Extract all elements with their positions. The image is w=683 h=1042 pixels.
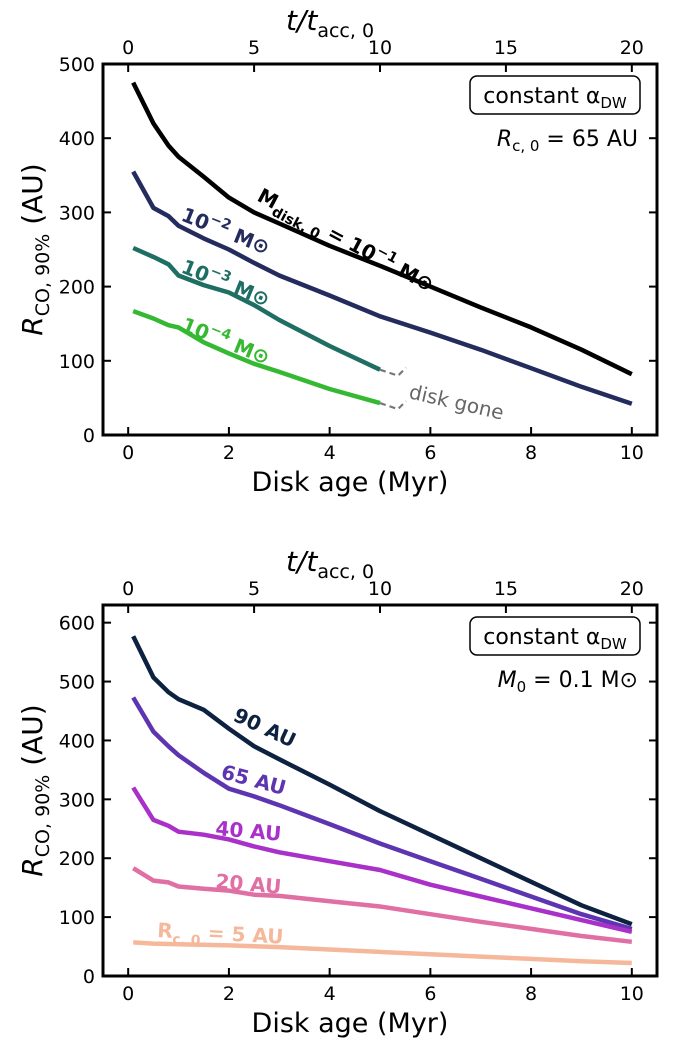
top-x-tick-label: 5 <box>248 578 260 600</box>
series-line-3 <box>131 786 633 934</box>
series-line-4 <box>132 308 381 406</box>
x-tick-label: 4 <box>324 442 336 464</box>
y-tick-label: 400 <box>59 730 95 752</box>
x-tick-label: 6 <box>424 983 436 1005</box>
series-line-4 <box>132 866 633 945</box>
top-x-tick-label: 10 <box>368 37 392 59</box>
y-tick-label: 300 <box>59 789 95 811</box>
model-label: constant αDW <box>483 625 627 653</box>
series-line-3 <box>132 245 381 372</box>
x-tick-label: 10 <box>620 983 644 1005</box>
x-tick-label: 8 <box>525 983 537 1005</box>
x-tick-label: 2 <box>223 983 235 1005</box>
top-x-tick-label: 0 <box>122 37 134 59</box>
y-tick-label: 500 <box>59 672 95 694</box>
top-x-tick-label: 20 <box>620 578 644 600</box>
y-axis-label: RCO, 90% (AU) <box>16 163 54 335</box>
x-tick-label: 4 <box>324 983 336 1005</box>
top-x-tick-label: 0 <box>122 578 134 600</box>
top-x-tick-label: 5 <box>248 37 260 59</box>
x-tick-label: 8 <box>525 442 537 464</box>
disk-gone-connector <box>379 400 407 411</box>
series-label-2: 65 AU <box>219 760 289 800</box>
model-label: constant αDW <box>483 84 627 112</box>
x-tick-label: 0 <box>122 442 134 464</box>
series-line-1 <box>131 81 633 377</box>
series-label-4: 10−4 M⊙ <box>178 311 274 370</box>
series-label-5: Rc, 0 = 5 AU <box>156 918 284 954</box>
series-line-1 <box>131 635 633 927</box>
x-tick-label: 6 <box>424 442 436 464</box>
series-line-5 <box>133 940 632 966</box>
x-tick-label: 0 <box>122 983 134 1005</box>
x-axis-label: Disk age (Myr) <box>252 1008 449 1039</box>
series-label-3: 10−3 M⊙ <box>178 253 274 312</box>
top-x-tick-label: 10 <box>368 578 392 600</box>
y-tick-label: 100 <box>59 351 95 373</box>
top-x-tick-label: 15 <box>494 578 518 600</box>
top-x-axis-label: t/tacc, 0 <box>286 4 374 42</box>
y-tick-label: 0 <box>83 425 95 447</box>
series-label-3: 40 AU <box>215 816 283 846</box>
x-tick-label: 2 <box>223 442 235 464</box>
series-label-4: 20 AU <box>215 869 283 899</box>
y-tick-label: 600 <box>59 613 95 635</box>
series-line-2 <box>131 170 633 406</box>
top-x-tick-label: 15 <box>494 37 518 59</box>
top-x-tick-label: 20 <box>620 37 644 59</box>
model-box <box>469 75 641 115</box>
y-tick-label: 500 <box>59 54 95 76</box>
disk-gone-annotation: disk gone <box>407 379 506 424</box>
y-tick-label: 100 <box>59 907 95 929</box>
x-tick-label: 10 <box>620 442 644 464</box>
y-tick-label: 200 <box>59 277 95 299</box>
x-axis-label: Disk age (Myr) <box>252 467 449 498</box>
series-line-2 <box>131 696 633 932</box>
series-label-1: Mdisk, 0 = 10−1 M⊙ <box>251 181 439 300</box>
y-tick-label: 200 <box>59 848 95 870</box>
y-tick-label: 400 <box>59 128 95 150</box>
parameter-label: M0 = 0.1 M⊙ <box>498 668 638 696</box>
y-axis-label: RCO, 90% (AU) <box>16 704 54 876</box>
model-box <box>469 616 641 656</box>
parameter-label: Rc, 0 = 65 AU <box>497 127 638 155</box>
y-tick-label: 0 <box>83 966 95 988</box>
series-label-1: 90 AU <box>230 703 300 753</box>
y-tick-label: 300 <box>59 202 95 224</box>
top-x-axis-label: t/tacc, 0 <box>286 545 374 583</box>
disk-gone-connector <box>379 366 407 377</box>
